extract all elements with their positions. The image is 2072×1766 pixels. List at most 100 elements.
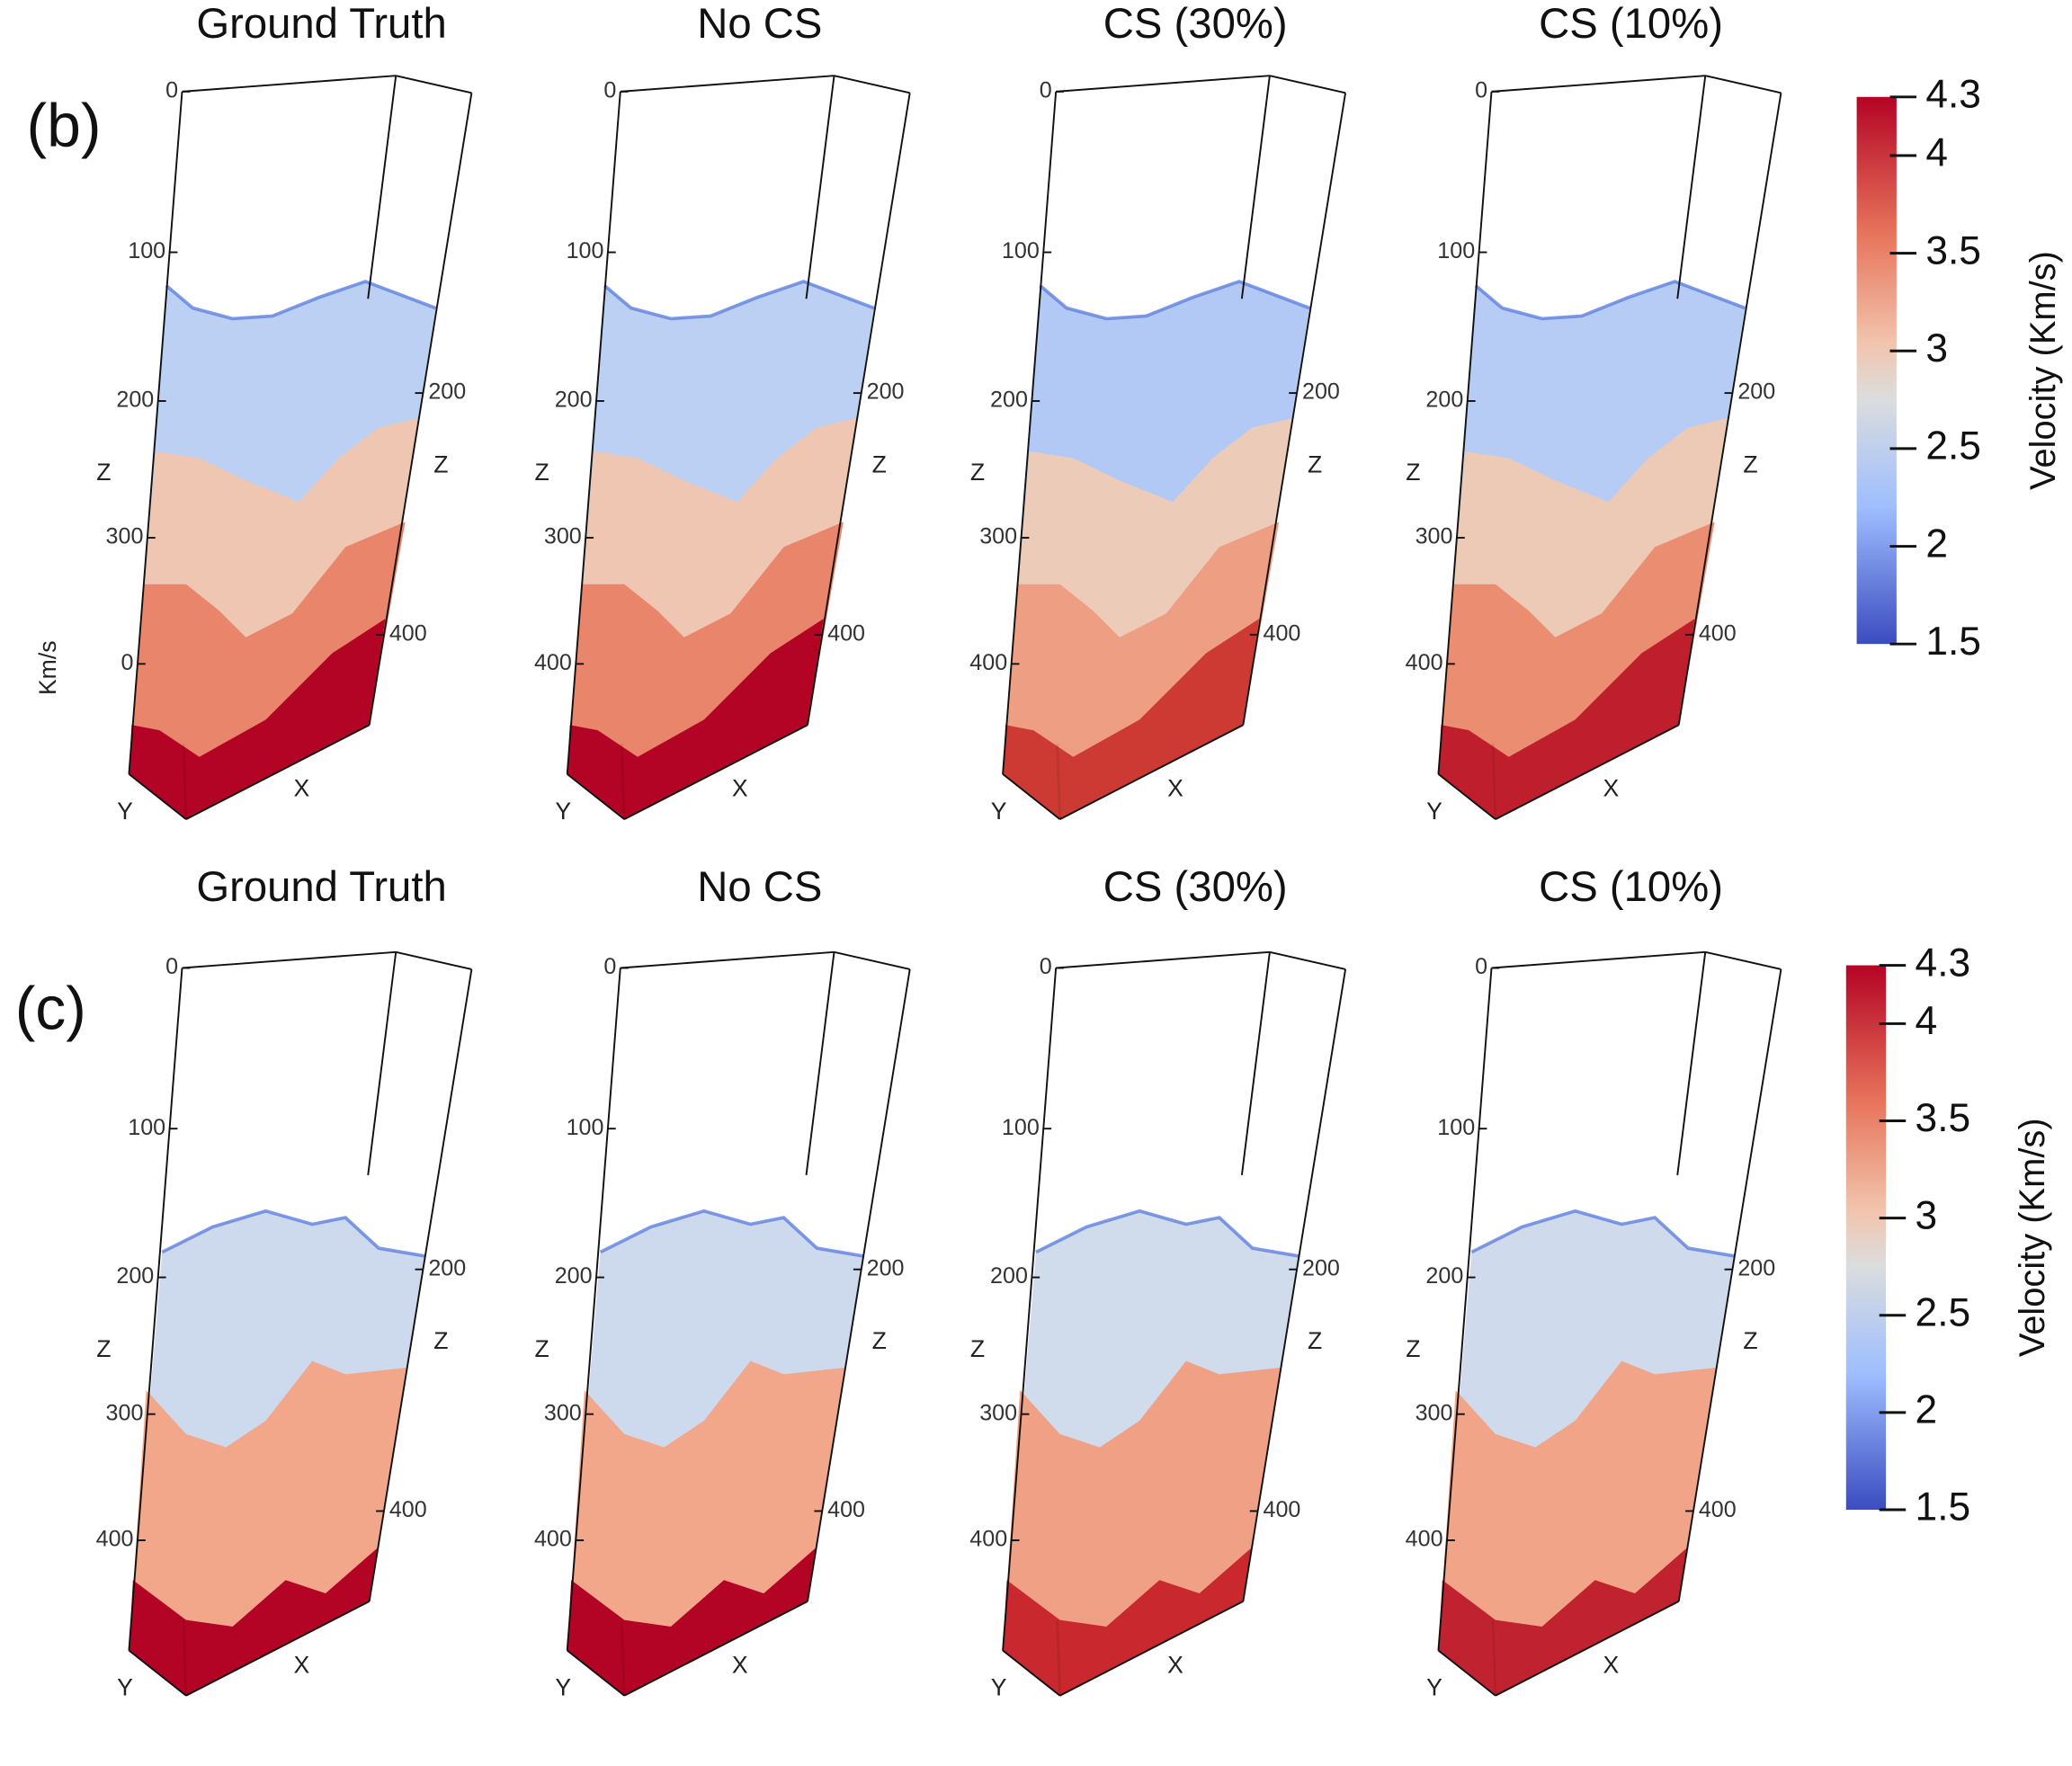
z-tick-label: 100 (567, 238, 604, 263)
z-tick-label: 0 (603, 954, 616, 979)
z-tick-label: 0 (1475, 954, 1487, 979)
z-tick-label: 400 (96, 1527, 134, 1552)
colorbar-scale (1845, 965, 1887, 1510)
box-edge (567, 1649, 625, 1697)
z-tick-label: 400 (1406, 1527, 1443, 1552)
z-tick-label: 0 (1040, 954, 1052, 979)
z-axis-label: Z (1406, 459, 1420, 486)
colorbar-tick-label: 4.3 (1916, 941, 1971, 985)
box-edge (1437, 91, 1493, 774)
z-tick-label: 200 (555, 388, 593, 413)
z-axis-label: Z (535, 459, 549, 486)
side-tick-label: 400 (389, 620, 427, 646)
box-edge (623, 724, 808, 820)
box-edge (185, 1601, 371, 1697)
velocity-layer (567, 619, 824, 820)
inner-edge (1491, 743, 1497, 820)
z-tick-label: 300 (106, 524, 144, 549)
box-edge (566, 91, 621, 774)
z-tick-label: 100 (1002, 1115, 1040, 1140)
z-tick-label: 100 (128, 1115, 165, 1140)
inner-edge (1491, 1619, 1497, 1696)
box-edge (620, 950, 835, 969)
panel-title: CS (30%) (1103, 863, 1288, 911)
side-axis-label: Z (872, 450, 887, 477)
side-axis-label: Z (1308, 450, 1322, 477)
colorbar-tick-label: 1.5 (1916, 1485, 1971, 1530)
row-label: (c) (15, 976, 86, 1043)
z-tick-label: 0 (165, 78, 178, 103)
side-tick-label: 200 (428, 1255, 466, 1280)
panel: Ground Truth 0 100 200 300 400 200 400 Z Z X Y (96, 863, 473, 1700)
velocity-layer (1438, 522, 1715, 820)
panel-title: Ground Truth (196, 0, 446, 48)
z-tick-label: 200 (990, 1263, 1028, 1289)
box-edge (1002, 968, 1058, 1651)
z-axis-label: Z (535, 1335, 549, 1362)
y-axis-label: Y (555, 1673, 571, 1700)
box-edge (1059, 724, 1244, 820)
colorbar-tick-label: 2 (1916, 1388, 1938, 1432)
box-edge (1491, 75, 1706, 93)
z-tick-label: 0 (121, 650, 134, 675)
y-axis-label: Y (1426, 798, 1442, 825)
side-axis-label: Z (1743, 1327, 1757, 1354)
side-tick-label: 200 (1737, 379, 1775, 405)
side-tick-label: 200 (867, 379, 905, 405)
box-edge (1677, 93, 1782, 726)
z-axis-label: Z (970, 1335, 985, 1362)
z-axis-label: Z (96, 459, 111, 486)
panel: Ground Truth 0 100 200 300 0 200 400 Z Z X Y Km/s (34, 0, 473, 825)
box-edge (566, 968, 621, 1651)
box-edge (1242, 968, 1347, 1602)
velocity-layer (1438, 619, 1695, 820)
colorbar-label: Velocity (Km/s) (2023, 251, 2063, 490)
top-surface (599, 1209, 864, 1258)
velocity-layer (129, 522, 406, 820)
y-axis-label: Y (555, 798, 571, 825)
top-surface (1474, 280, 1746, 321)
box-edge (396, 75, 472, 94)
box-edge (1705, 75, 1782, 94)
z-tick-label: 100 (1437, 238, 1475, 263)
panel: CS (10%) 0 100 200 300 400 200 400 Z Z X Y (1406, 0, 1782, 825)
z-tick-label: 400 (969, 650, 1007, 675)
z-tick-label: 0 (165, 954, 178, 979)
box-edge (1056, 950, 1270, 969)
box-edge (128, 773, 187, 820)
x-axis-label: X (294, 775, 310, 802)
panel-title: No CS (697, 863, 822, 911)
z-tick-label: 200 (555, 1263, 593, 1289)
x-axis-label: X (1603, 775, 1620, 802)
z-axis-label: Z (1406, 1335, 1420, 1362)
box-edge (805, 76, 835, 299)
box-edge (1437, 968, 1493, 1651)
z-tick-label: 300 (544, 524, 582, 549)
box-edge (128, 1649, 187, 1697)
z-tick-label: 100 (1002, 238, 1040, 263)
box-edge (1059, 1601, 1244, 1697)
z-tick-label: 300 (979, 1400, 1017, 1425)
box-edge (1676, 951, 1707, 1175)
y-axis-label: Y (991, 1673, 1007, 1700)
top-surface (1039, 280, 1310, 321)
side-axis-label: Z (1308, 1327, 1322, 1354)
x-axis-label: X (732, 1651, 748, 1678)
x-axis-label: X (732, 775, 748, 802)
panel: CS (10%) 0 100 200 300 400 200 400 Z Z X Y (1406, 863, 1782, 1700)
panel: No CS 0 100 200 300 400 200 400 Z Z X Y (534, 0, 911, 825)
top-surface (165, 280, 437, 321)
box-edge (396, 950, 472, 970)
colorbar: 4.3 4 3.5 3 2.5 2 1.5 Velocity (Km/s) (1856, 73, 2063, 664)
z-tick-label: 400 (534, 1527, 572, 1552)
box-edge (1437, 773, 1496, 820)
inner-edge (1056, 743, 1062, 820)
velocity-layer (1003, 522, 1280, 820)
box-edge (1677, 968, 1782, 1602)
velocity-layer (567, 522, 844, 820)
inner-edge (620, 743, 626, 820)
side-axis-label: Z (433, 1327, 448, 1354)
box-edge (128, 968, 183, 1651)
